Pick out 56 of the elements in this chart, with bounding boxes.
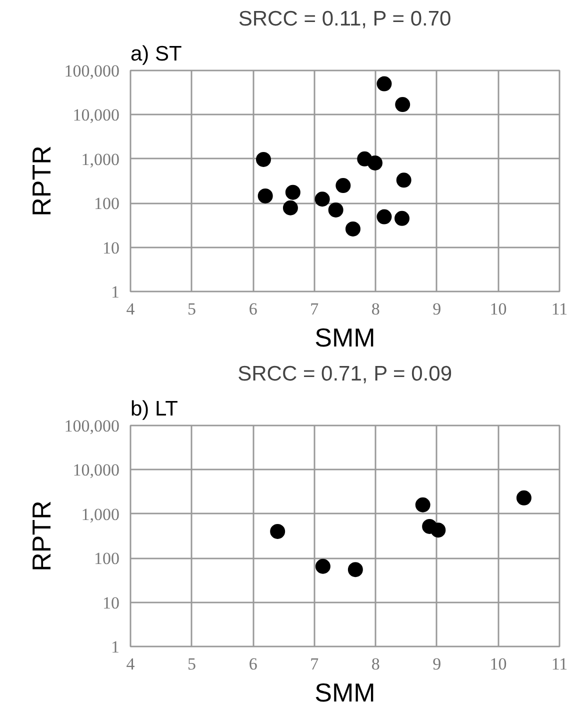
x-axis-title: SMM [314,678,376,708]
x-tick-label: 11 [551,654,568,674]
y-tick-label: 1 [111,282,120,302]
x-tick-label: 5 [188,300,196,318]
x-tick-label: 4 [126,654,136,674]
x-tick-label: 7 [310,654,320,674]
x-tick-label: 10 [490,654,507,674]
chart-title: b) LT [130,398,178,420]
point [415,497,430,512]
point [270,524,286,539]
point [345,221,360,236]
y-tick-label: 100 [94,194,120,214]
point [394,210,410,226]
y-tick-label: 100,000 [64,62,120,80]
point [395,97,410,112]
y-tick-label: 100,000 [64,416,120,436]
chart-subtitle: SRCC = 0.11, P = 0.70 [238,8,452,30]
chart-title: a) ST [130,42,182,66]
point [282,200,298,216]
x-tick-label: 8 [371,654,380,674]
x-tick-label: 7 [310,300,320,318]
x-tick-label: 6 [248,300,258,318]
x-tick-label: 4 [126,300,136,318]
y-tick-label: 1 [111,638,120,656]
x-tick-label: 8 [371,300,380,318]
point [396,172,412,188]
point [376,76,392,92]
point [328,202,344,218]
x-tick-label: 11 [551,300,568,318]
point [516,490,532,506]
point [336,178,351,193]
y-tick-label: 10 [102,593,120,612]
y-tick-label: 1,000 [81,504,120,524]
point [315,558,330,574]
chart-subtitle: SRCC = 0.71, P = 0.09 [238,362,452,386]
x-axis-title: SMM [314,322,376,352]
point [368,155,383,170]
point [430,522,446,538]
y-tick-label: 1,000 [81,150,120,169]
point [348,562,363,578]
x-tick-label: 9 [432,654,442,674]
x-tick-label: 6 [248,654,258,674]
x-tick-label: 10 [490,300,507,318]
x-tick-label: 9 [432,300,442,318]
x-tick-label: 5 [188,654,196,674]
y-tick-label: 10,000 [72,460,120,480]
y-tick-label: 10,000 [72,106,120,125]
y-tick-label: 100 [94,549,120,568]
point [256,152,271,167]
point [285,184,300,200]
y-axis-title: RPTR [26,146,56,216]
y-tick-label: 10 [102,238,120,258]
point [258,188,273,204]
point [376,209,392,224]
point [314,192,330,207]
y-axis-title: RPTR [26,500,56,572]
